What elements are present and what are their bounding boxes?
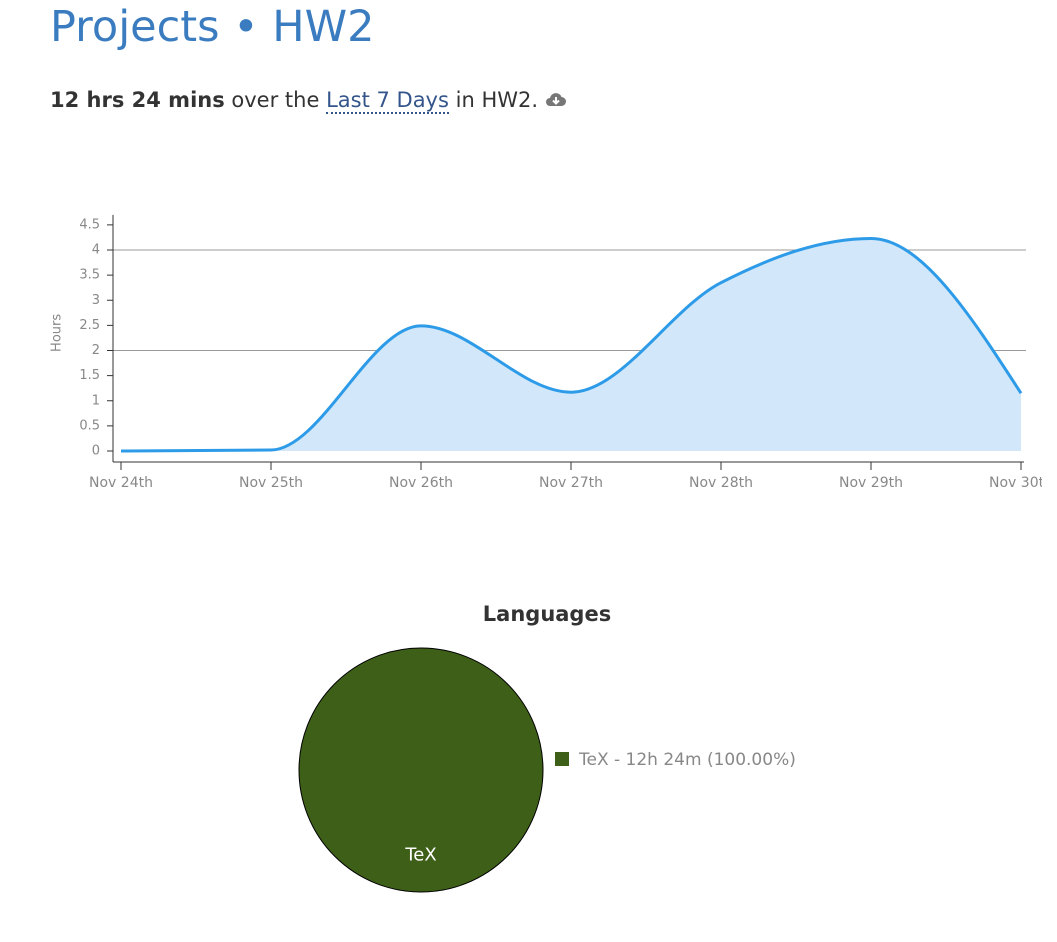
legend-label: TeX - 12h 24m (100.00%)	[578, 750, 796, 770]
y-tick-label: 4.5	[79, 217, 100, 232]
x-tick-label: Nov 30th	[989, 475, 1042, 491]
slice-label: TeX	[404, 845, 436, 866]
y-tick-label: 3	[92, 293, 100, 308]
x-tick-label: Nov 25th	[239, 475, 303, 491]
title-text: Projects	[50, 2, 220, 52]
y-tick-label: 0.5	[79, 418, 100, 433]
x-tick-label: Nov 28th	[689, 475, 753, 491]
range-link[interactable]: Last 7 Days	[326, 88, 449, 114]
y-tick-label: 2.5	[79, 318, 100, 333]
separator: •	[233, 2, 259, 52]
x-tick-label: Nov 29th	[839, 475, 903, 491]
line	[120, 236, 1023, 453]
x-tick-label: Nov 24th	[89, 475, 153, 491]
hours-chart: 0 0.5 1 1.5 2 2.5 3 3.5 4 4.5 Hours Nov 24th Nov 25t…	[50, 214, 1042, 491]
total-time: 12 hrs 24 mins	[50, 88, 225, 112]
y-axis-label: Hours	[50, 314, 65, 352]
area	[121, 238, 1021, 451]
languages-chart: Languages TeX TeX - 12h 24m (100.00%)	[298, 602, 796, 893]
pie-slice	[298, 647, 544, 893]
y-tick-label: 3.5	[79, 268, 100, 283]
summary-text: over the	[231, 88, 320, 112]
x-tick-label: Nov 27th	[539, 475, 603, 491]
y-tick-label: 0	[92, 444, 100, 459]
summary: 12 hrs 24 mins over the Last 7 Days in H…	[50, 88, 567, 114]
summary-text: in HW2.	[455, 88, 539, 112]
y-tick-label: 4	[92, 243, 100, 258]
project-name: HW2	[272, 2, 375, 52]
chart-title: Languages	[483, 602, 611, 626]
page-title: Projects • HW2	[50, 2, 374, 52]
y-tick-label: 1.5	[79, 368, 100, 383]
download-icon[interactable]	[545, 91, 567, 109]
x-tick-label: Nov 26th	[389, 475, 453, 491]
y-tick-label: 1	[92, 393, 100, 408]
legend-swatch	[555, 752, 569, 766]
y-tick-label: 2	[92, 343, 100, 358]
